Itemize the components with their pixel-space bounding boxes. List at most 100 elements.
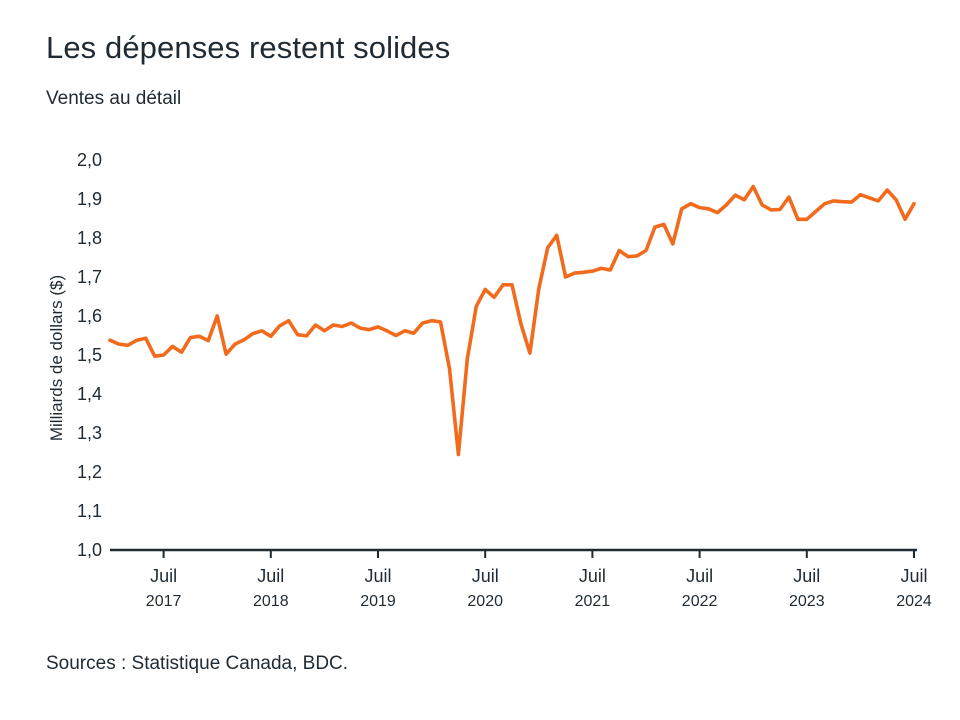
x-tick-label: Juil <box>579 566 606 586</box>
data-point <box>680 207 684 211</box>
data-point <box>403 329 407 333</box>
data-point <box>751 185 755 188</box>
x-tick-label: Juil <box>686 566 713 586</box>
data-point <box>662 222 666 226</box>
data-point <box>733 193 737 197</box>
data-point <box>832 199 835 203</box>
data-point <box>206 339 210 342</box>
data-point <box>412 331 416 335</box>
data-point <box>314 323 317 327</box>
data-point <box>626 255 630 259</box>
data-point <box>358 326 362 330</box>
data-point <box>430 319 433 323</box>
data-point <box>117 342 121 346</box>
data-point <box>698 206 701 209</box>
data-point <box>492 295 496 299</box>
x-tick-year: 2020 <box>467 593 503 610</box>
data-point <box>439 320 442 324</box>
data-point <box>823 202 827 206</box>
data-point <box>126 343 130 347</box>
y-tick-label: 1,5 <box>77 345 102 365</box>
series-line-retail-sales <box>108 184 916 457</box>
series-group <box>108 184 916 457</box>
data-point <box>653 225 657 229</box>
data-point <box>796 217 800 221</box>
data-point <box>671 242 675 246</box>
y-axis: 1,0 1,1 1,2 1,3 1,4 1,5 1,6 1,7 1,8 1,9 2,0 <box>77 150 102 560</box>
y-tick-label: 1,6 <box>77 306 102 326</box>
data-point <box>305 334 308 338</box>
data-point <box>153 354 157 358</box>
data-point <box>108 338 112 342</box>
data-point <box>224 352 228 356</box>
x-tick-label: Juil <box>900 566 927 586</box>
data-point <box>340 325 344 328</box>
x-axis: Juil 2017 Juil 2018 Juil 2019 Juil 2020 Juil 2021… <box>110 548 932 610</box>
data-point <box>269 334 273 338</box>
data-point <box>144 336 148 340</box>
x-tick-year: 2021 <box>575 593 611 610</box>
data-point <box>242 338 246 342</box>
source-note: Sources : Statistique Canada, BDC. <box>46 653 349 674</box>
data-point <box>778 208 782 211</box>
data-point <box>483 288 487 291</box>
y-axis-label: Milliards de dollars ($) <box>47 275 66 441</box>
x-tick-year: 2024 <box>896 593 932 610</box>
data-point <box>215 314 219 318</box>
x-tick-label: Juil <box>472 566 499 586</box>
x-tick-year: 2017 <box>146 593 182 610</box>
x-tick-label: Juil <box>150 566 177 586</box>
data-point <box>376 325 380 329</box>
data-point <box>867 196 871 200</box>
data-point <box>197 334 201 338</box>
data-point <box>912 202 916 206</box>
data-point <box>805 217 809 221</box>
data-point <box>537 287 541 291</box>
data-point <box>528 351 532 355</box>
data-point <box>841 200 844 204</box>
data-point <box>465 357 469 361</box>
x-tick-year: 2023 <box>789 593 825 610</box>
data-point <box>903 217 907 221</box>
y-tick-label: 1,1 <box>77 501 102 521</box>
data-point <box>233 342 237 346</box>
data-point <box>474 304 478 308</box>
data-point <box>635 254 639 258</box>
data-point <box>769 208 773 212</box>
data-point <box>859 193 862 197</box>
y-tick-label: 1,4 <box>77 384 102 404</box>
x-tick-year: 2022 <box>682 593 718 610</box>
chart-title: Les dépenses restent solides <box>46 30 451 65</box>
data-point <box>394 334 398 337</box>
data-point <box>171 345 174 348</box>
x-tick-label: Juil <box>257 566 284 586</box>
data-point <box>716 211 719 215</box>
data-point <box>573 271 576 275</box>
data-point <box>689 202 693 206</box>
y-tick-label: 1,0 <box>77 540 102 560</box>
data-point <box>421 321 425 325</box>
data-point <box>787 195 791 199</box>
x-tick-label: Juil <box>793 566 820 586</box>
data-point <box>546 246 550 250</box>
x-tick-year: 2019 <box>360 593 396 610</box>
data-point <box>876 199 880 203</box>
chart-subtitle: Ventes au détail <box>46 88 182 109</box>
data-point <box>135 338 139 342</box>
data-point <box>519 322 523 326</box>
data-point <box>582 270 585 274</box>
y-tick-label: 1,9 <box>77 189 102 209</box>
data-point <box>501 283 505 287</box>
y-tick-label: 2,0 <box>77 150 102 170</box>
data-point <box>707 207 710 211</box>
data-point <box>251 332 255 335</box>
data-point <box>189 336 192 339</box>
data-point <box>644 249 648 252</box>
data-point <box>617 249 621 252</box>
data-point <box>564 275 567 279</box>
y-tick-label: 1,2 <box>77 462 102 482</box>
data-point <box>287 319 291 323</box>
data-point <box>850 200 853 204</box>
data-point <box>742 198 746 202</box>
